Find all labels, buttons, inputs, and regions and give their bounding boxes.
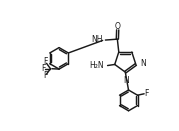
Text: F: F [43, 57, 47, 66]
Text: F: F [144, 89, 149, 98]
Text: H₂N: H₂N [89, 61, 104, 70]
Text: N: N [140, 59, 146, 68]
Text: N: N [123, 76, 129, 85]
Text: F: F [43, 71, 47, 80]
Text: O: O [115, 22, 121, 31]
Text: NH: NH [91, 35, 102, 44]
Text: F: F [41, 64, 45, 73]
